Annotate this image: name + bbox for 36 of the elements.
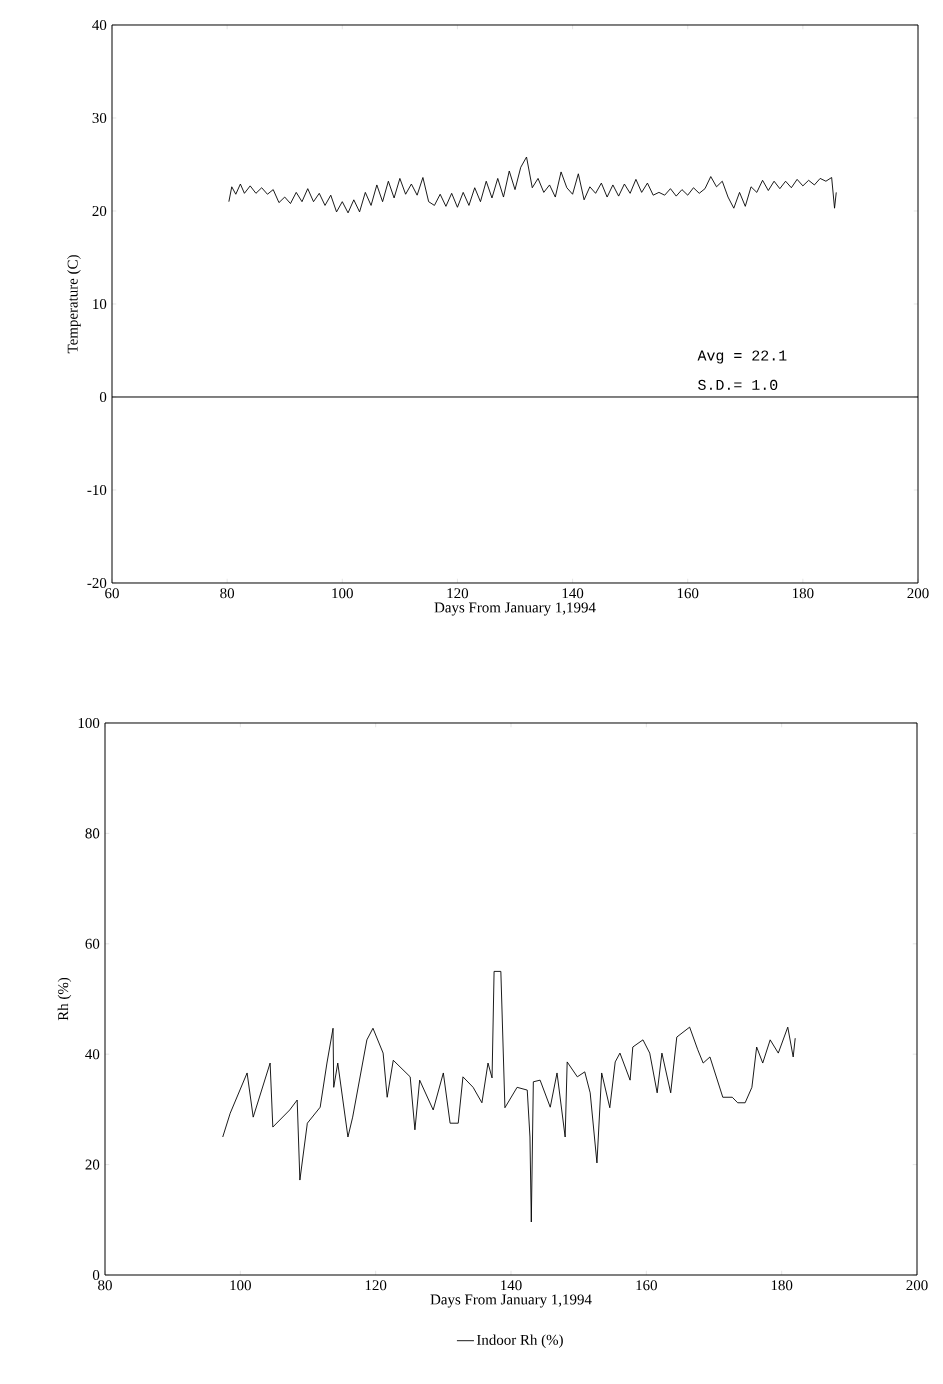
y-tick-label: 40: [92, 19, 107, 31]
y-tick-label: 30: [92, 112, 107, 124]
x-tick-label: 120: [447, 588, 469, 599]
x-axis-title: Days From January 1,1994: [430, 1294, 592, 1308]
y-tick-label: -10: [87, 484, 107, 496]
y-tick-label: 10: [93, 298, 107, 310]
x-tick-label: 160: [677, 588, 699, 599]
y-tick-label: 0: [92, 1269, 100, 1281]
x-tick-label: 80: [220, 588, 235, 599]
x-tick-label: 60: [105, 588, 119, 599]
x-tick-label: 180: [792, 588, 814, 599]
x-tick-label: 180: [771, 1280, 793, 1291]
x-tick-label: 100: [230, 1280, 251, 1291]
y-tick-label: 60: [85, 938, 100, 949]
x-tick-label: 100: [332, 588, 353, 599]
y-axis-title: Rh (%): [57, 977, 72, 1021]
x-tick-label: 200: [907, 588, 929, 599]
y-tick-label: -20: [87, 577, 107, 589]
x-tick-label: 140: [562, 588, 584, 599]
x-axis-title: Days From January 1,1994: [434, 602, 596, 616]
annotation: S.D.= 1.0: [698, 379, 778, 390]
x-tick-label: 200: [906, 1280, 928, 1291]
y-tick-label: 40: [85, 1049, 100, 1060]
y-tick-label: 20: [85, 1159, 100, 1170]
x-tick-label: 140: [501, 1280, 522, 1291]
y-axis-title: Temperature (C): [67, 255, 81, 354]
y-tick-label: 20: [92, 205, 107, 217]
y-tick-label: 0: [99, 391, 107, 403]
annotation: Avg = 22.1: [697, 350, 787, 364]
y-tick-label: 100: [78, 717, 100, 729]
legend-label: Indoor Rh (%): [476, 1334, 563, 1348]
x-tick-label: 120: [365, 1280, 387, 1291]
line-series: [228, 156, 837, 214]
y-tick-label: 80: [85, 828, 100, 839]
line-series: [222, 970, 796, 1223]
x-tick-label: 160: [636, 1280, 657, 1291]
